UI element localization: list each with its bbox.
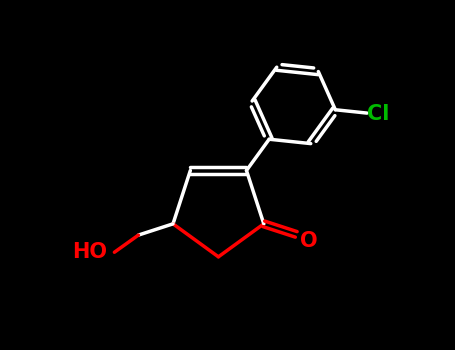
Text: HO: HO (73, 242, 107, 262)
Text: O: O (299, 231, 317, 251)
Text: Cl: Cl (367, 104, 389, 124)
